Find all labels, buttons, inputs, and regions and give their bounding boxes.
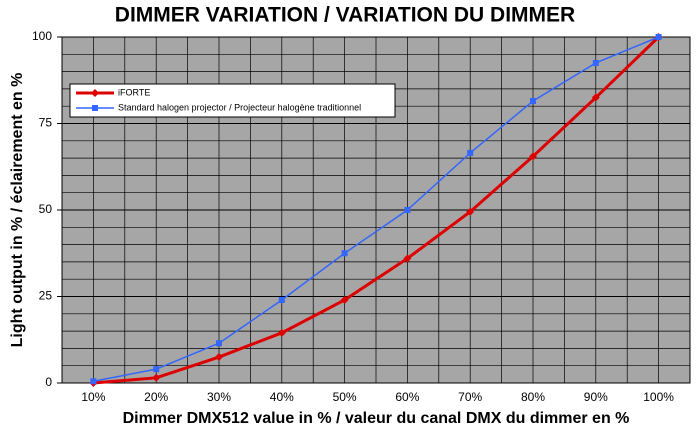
data-point: [404, 207, 411, 213]
x-tick-label: 20%: [144, 390, 168, 404]
data-point: [529, 152, 537, 161]
legend-marker: [92, 105, 98, 111]
x-tick-label: 30%: [207, 390, 231, 404]
data-point: [278, 296, 285, 303]
data-point: [340, 295, 349, 304]
legend-label: Standard halogen projector / Projecteur …: [118, 102, 361, 112]
data-point: [90, 378, 97, 385]
x-tick-label: 60%: [395, 390, 419, 404]
x-tick-label: 80%: [521, 390, 545, 404]
data-point: [216, 340, 222, 347]
series-line: [93, 36, 659, 383]
data-point: [215, 353, 223, 362]
data-point: [152, 373, 161, 382]
data-point: [591, 93, 600, 102]
x-tick-label: 40%: [270, 390, 294, 404]
x-tick-label: 10%: [81, 390, 105, 404]
y-tick-label: 0: [45, 375, 52, 389]
data-point: [655, 34, 662, 40]
x-tick-label: 50%: [333, 390, 357, 404]
legend-label: iFORTE: [118, 87, 150, 97]
legend: [69, 83, 396, 118]
y-tick-label: 100: [32, 29, 52, 43]
x-axis-title: Dimmer DMX512 value in % / valeur du can…: [123, 410, 630, 427]
data-point: [403, 254, 412, 263]
x-tick-label: 90%: [584, 390, 608, 404]
chart-title: DIMMER VARIATION / VARIATION DU DIMMER: [115, 4, 575, 27]
data-point: [277, 328, 286, 337]
data-point: [466, 207, 475, 216]
y-axis-title: Light output in % / éclairement en %: [9, 73, 26, 348]
series-line: [93, 35, 660, 385]
data-point: [592, 59, 599, 66]
y-tick-label: 25: [39, 289, 53, 303]
data-point: [341, 250, 348, 257]
data-point: [530, 98, 536, 105]
legend-marker: [91, 89, 99, 97]
x-tick-label: 100%: [643, 390, 674, 404]
y-tick-label: 50: [39, 202, 53, 216]
data-point: [467, 149, 474, 156]
x-tick-label: 70%: [458, 390, 482, 404]
y-tick-label: 75: [39, 116, 53, 130]
data-point: [153, 366, 160, 373]
